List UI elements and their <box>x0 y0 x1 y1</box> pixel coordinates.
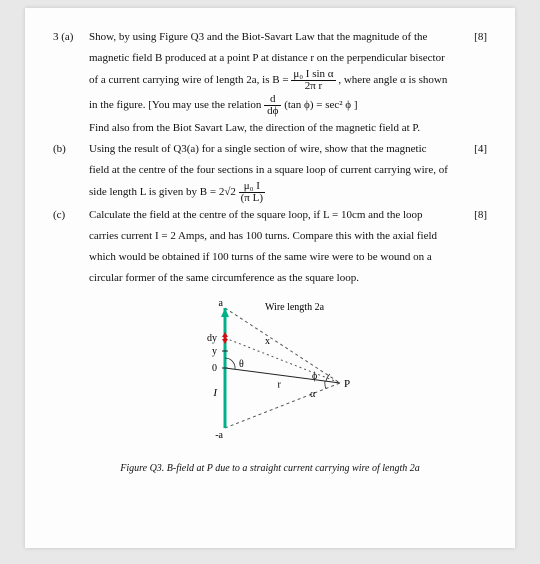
part-c-label: (c) <box>53 206 89 225</box>
question-label: 3 (a) <box>53 28 89 47</box>
svg-text:y: y <box>212 346 217 357</box>
part-a-line2: magnetic field B produced at a point P a… <box>89 49 465 68</box>
figure-caption: Figure Q3. B-field at P due to a straigh… <box>53 460 487 477</box>
svg-text:a: a <box>219 298 224 309</box>
part-a-line5: Find also from the Biot Savart Law, the … <box>89 119 465 138</box>
exam-page: 3 (a) Show, by using Figure Q3 and the B… <box>25 8 515 548</box>
part-a-line3-pre: of a current carrying wire of length 2a,… <box>89 74 291 86</box>
part-b-marks: [4] <box>465 140 487 159</box>
svg-text:r: r <box>278 380 282 391</box>
part-b-line2: field at the centre of the four sections… <box>89 161 465 180</box>
svg-text:I: I <box>212 387 218 399</box>
part-c-line3: which would be obtained if 100 turns of … <box>89 248 465 267</box>
part-b-line3-pre: side length L is given by B = 2√2 <box>89 186 239 198</box>
part-c-line4: circular former of the same circumferenc… <box>89 269 465 288</box>
part-c-line2: carries current I = 2 Amps, and has 100 … <box>89 227 465 246</box>
svg-text:P: P <box>344 378 350 390</box>
part-a-line4: in the figure. [You may use the relation… <box>89 94 465 117</box>
part-c-row4: circular former of the same circumferenc… <box>53 269 487 288</box>
part-b-line3: side length L is given by B = 2√2 μ₀ I (… <box>89 181 465 204</box>
part-a-rel-rhs: (tan ϕ) = sec² ϕ ] <box>284 99 357 111</box>
part-b-line1: Using the result of Q3(a) for a single s… <box>89 140 465 159</box>
frac-a2-den: dϕ <box>264 106 281 117</box>
svg-text:ϕ: ϕ <box>312 371 317 382</box>
part-a-row4: in the figure. [You may use the relation… <box>53 94 487 117</box>
svg-text:0: 0 <box>212 363 217 374</box>
part-c-marks: [8] <box>465 206 487 225</box>
part-b-row1: (b) Using the result of Q3(a) for a sing… <box>53 140 487 159</box>
fraction-b: μ₀ I (π L) <box>239 181 265 204</box>
part-b-row3: side length L is given by B = 2√2 μ₀ I (… <box>53 181 487 204</box>
part-c-row3: which would be obtained if 100 turns of … <box>53 248 487 267</box>
part-c-row1: (c) Calculate the field at the centre of… <box>53 206 487 225</box>
svg-text:θ: θ <box>239 359 244 370</box>
part-c-line1: Calculate the field at the centre of the… <box>89 206 465 225</box>
part-a-line4-pre: in the figure. [You may use the relation <box>89 99 264 111</box>
svg-text:x: x <box>265 336 270 347</box>
part-a-row2: magnetic field B produced at a point P a… <box>53 49 487 68</box>
figure-svg: a -a dy y 0 Ix θ r ϕα P Wire length 2a <box>155 293 385 443</box>
part-a-line1: Show, by using Figure Q3 and the Biot-Sa… <box>89 28 465 47</box>
frac-a1-den: 2π r <box>291 81 335 92</box>
part-a-line3-post: , where angle α is shown <box>338 74 447 86</box>
part-a-marks: [8] <box>465 28 487 47</box>
part-a-line3: of a current carrying wire of length 2a,… <box>89 69 465 92</box>
part-a-row3: of a current carrying wire of length 2a,… <box>53 69 487 92</box>
svg-text:-a: -a <box>215 430 223 441</box>
fraction-a2: d dϕ <box>264 94 281 117</box>
part-a-row1: 3 (a) Show, by using Figure Q3 and the B… <box>53 28 487 47</box>
svg-text:Wire length 2a: Wire length 2a <box>265 302 325 313</box>
part-b-label: (b) <box>53 140 89 159</box>
part-c-row2: carries current I = 2 Amps, and has 100 … <box>53 227 487 246</box>
frac-b-den: (π L) <box>239 193 265 204</box>
part-a-row5: Find also from the Biot Savart Law, the … <box>53 119 487 138</box>
part-b-row2: field at the centre of the four sections… <box>53 161 487 180</box>
figure-wrap: a -a dy y 0 Ix θ r ϕα P Wire length 2a <box>53 293 487 450</box>
svg-text:dy: dy <box>207 333 217 344</box>
svg-text:α: α <box>310 389 316 400</box>
fraction-a1: μ₀ I sin α 2π r <box>291 69 335 92</box>
